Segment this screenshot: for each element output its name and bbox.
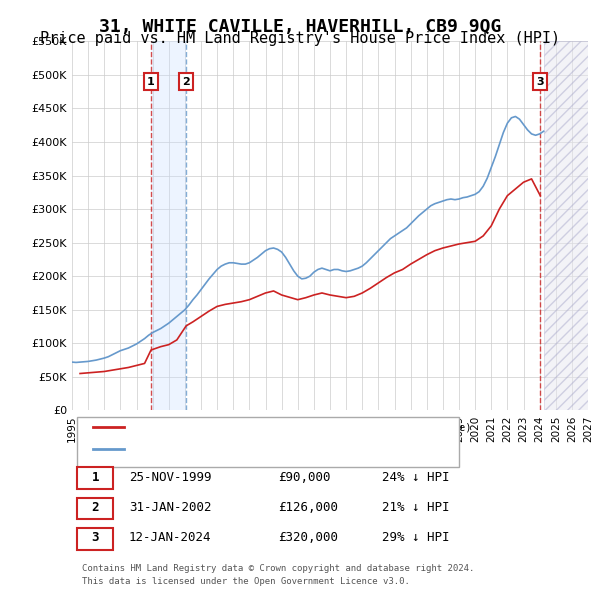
Bar xyxy=(151,41,186,411)
Text: £126,000: £126,000 xyxy=(278,502,338,514)
Bar xyxy=(544,41,588,411)
Text: 1: 1 xyxy=(91,471,99,484)
Text: 31-JAN-2002: 31-JAN-2002 xyxy=(129,502,211,514)
Text: £90,000: £90,000 xyxy=(278,471,331,484)
FancyBboxPatch shape xyxy=(77,497,113,519)
Text: 24% ↓ HPI: 24% ↓ HPI xyxy=(382,471,449,484)
Text: 2: 2 xyxy=(182,77,190,87)
Text: Price paid vs. HM Land Registry's House Price Index (HPI): Price paid vs. HM Land Registry's House … xyxy=(40,31,560,46)
Text: 2: 2 xyxy=(91,502,99,514)
Text: £320,000: £320,000 xyxy=(278,532,338,545)
Text: 3: 3 xyxy=(536,77,544,87)
FancyBboxPatch shape xyxy=(77,528,113,550)
Text: 29% ↓ HPI: 29% ↓ HPI xyxy=(382,532,449,545)
Text: 31, WHITE CAVILLE, HAVERHILL, CB9 9QG: 31, WHITE CAVILLE, HAVERHILL, CB9 9QG xyxy=(99,18,501,35)
Text: Contains HM Land Registry data © Crown copyright and database right 2024.: Contains HM Land Registry data © Crown c… xyxy=(82,563,475,573)
Text: 25-NOV-1999: 25-NOV-1999 xyxy=(129,471,211,484)
Text: 3: 3 xyxy=(91,532,99,545)
FancyBboxPatch shape xyxy=(77,467,113,489)
Text: This data is licensed under the Open Government Licence v3.0.: This data is licensed under the Open Gov… xyxy=(82,577,410,586)
Text: 1: 1 xyxy=(147,77,155,87)
Text: 31, WHITE CAVILLE, HAVERHILL, CB9 9QG (detached house): 31, WHITE CAVILLE, HAVERHILL, CB9 9QG (d… xyxy=(134,422,472,432)
Text: 12-JAN-2024: 12-JAN-2024 xyxy=(129,532,211,545)
Text: 21% ↓ HPI: 21% ↓ HPI xyxy=(382,502,449,514)
Text: HPI: Average price, detached house, West Suffolk: HPI: Average price, detached house, West… xyxy=(134,444,434,454)
FancyBboxPatch shape xyxy=(77,417,459,467)
